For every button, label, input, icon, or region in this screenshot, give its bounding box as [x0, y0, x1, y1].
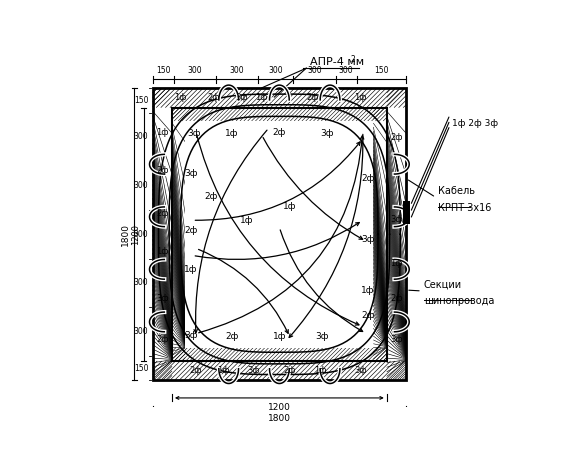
Bar — [172, 107, 386, 361]
Text: 1200: 1200 — [268, 403, 291, 412]
Bar — [373, 107, 386, 361]
Text: 1800: 1800 — [268, 414, 291, 424]
Text: 1ф: 1ф — [184, 265, 198, 274]
Text: Кабель: Кабель — [438, 186, 475, 196]
Bar — [153, 88, 406, 108]
Text: 1ф: 1ф — [217, 366, 230, 375]
Bar — [185, 121, 373, 348]
Text: 3ф: 3ф — [235, 93, 248, 102]
Text: 150: 150 — [374, 66, 389, 75]
Text: 3ф: 3ф — [354, 366, 367, 375]
Text: 1ф: 1ф — [390, 259, 403, 268]
Text: 2ф: 2ф — [156, 209, 169, 218]
Text: 2ф: 2ф — [190, 366, 202, 375]
Text: 1ф: 1ф — [156, 247, 169, 256]
Text: 2ф: 2ф — [390, 133, 403, 143]
Text: 2ф: 2ф — [207, 93, 219, 102]
Text: 300: 300 — [134, 181, 149, 190]
Text: 3ф: 3ф — [361, 235, 375, 244]
Text: 150: 150 — [134, 364, 149, 372]
Bar — [386, 88, 406, 380]
Text: 1ф: 1ф — [361, 286, 375, 295]
Text: 1ф: 1ф — [240, 216, 254, 225]
Text: 1ф: 1ф — [156, 128, 169, 137]
Text: 1ф: 1ф — [314, 366, 326, 375]
Text: 3ф: 3ф — [390, 335, 403, 344]
Text: 2ф: 2ф — [361, 174, 375, 183]
Bar — [172, 107, 386, 361]
Bar — [172, 348, 386, 361]
Text: 1ф: 1ф — [272, 332, 286, 341]
Text: 300: 300 — [307, 66, 322, 75]
Text: 2ф: 2ф — [204, 192, 217, 201]
Text: 1ф: 1ф — [354, 93, 367, 102]
Text: 300: 300 — [230, 66, 244, 75]
Text: 1200: 1200 — [131, 224, 141, 245]
Text: 1ф: 1ф — [255, 93, 268, 102]
Text: 2: 2 — [350, 55, 355, 64]
Text: 2ф: 2ф — [390, 294, 403, 303]
Text: 1ф: 1ф — [175, 93, 187, 102]
Text: 3ф: 3ф — [187, 129, 201, 138]
Text: 2ф: 2ф — [283, 366, 295, 375]
Text: 3ф: 3ф — [156, 294, 169, 303]
Text: 1ф: 1ф — [283, 202, 297, 211]
Text: КРПТ 3х16: КРПТ 3х16 — [438, 203, 491, 213]
Text: 3ф: 3ф — [390, 215, 403, 224]
Text: 2ф: 2ф — [225, 332, 239, 341]
Text: шинопровода: шинопровода — [423, 296, 494, 306]
Text: 2ф: 2ф — [156, 335, 169, 344]
Text: 300: 300 — [134, 230, 149, 239]
Text: 3ф: 3ф — [184, 169, 198, 178]
Text: 300: 300 — [134, 278, 149, 287]
Text: 150: 150 — [156, 66, 170, 75]
Bar — [153, 88, 406, 380]
Text: 1ф: 1ф — [225, 129, 239, 138]
Text: 150: 150 — [134, 96, 149, 105]
Text: 1ф 2ф 3ф: 1ф 2ф 3ф — [452, 119, 498, 128]
Text: 2ф: 2ф — [272, 128, 286, 137]
Bar — [172, 107, 386, 121]
Text: 2ф: 2ф — [156, 165, 169, 175]
Text: 1800: 1800 — [121, 223, 130, 246]
Text: 3ф: 3ф — [320, 129, 334, 138]
Text: 3ф: 3ф — [248, 366, 260, 375]
Text: 3ф: 3ф — [316, 332, 329, 341]
Text: 300: 300 — [188, 66, 202, 75]
Text: АПР-4 мм: АПР-4 мм — [310, 57, 364, 67]
Text: 300: 300 — [134, 327, 149, 336]
Bar — [403, 201, 410, 224]
Text: Секции: Секции — [423, 279, 462, 289]
Bar — [172, 107, 185, 361]
Text: 3ф: 3ф — [184, 331, 198, 340]
Text: 300: 300 — [134, 133, 149, 142]
Text: 2ф: 2ф — [306, 93, 319, 102]
Text: 300: 300 — [339, 66, 354, 75]
Bar — [153, 88, 172, 380]
Text: 2ф: 2ф — [184, 226, 198, 235]
Bar — [153, 361, 406, 380]
Text: 2ф: 2ф — [361, 311, 375, 320]
Text: 300: 300 — [268, 66, 283, 75]
